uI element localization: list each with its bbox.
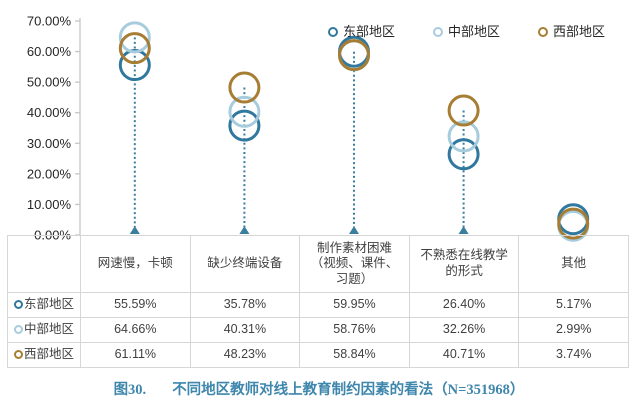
table-corner-cell [7,235,81,293]
row-header-label: 东部地区 [23,297,74,312]
figure-title: 不同地区教师对线上教育制约因素的看法（N=351968） [172,382,525,398]
data-point-circle-中部地区 [118,21,151,54]
value-cell: 58.76% [299,317,410,343]
value-cell: 61.11% [80,342,191,368]
column-header: 制作素材困难 （视频、课件、 习题） [299,235,410,293]
legend-item-西部地区[interactable]: 西部地区 [538,25,605,38]
dropline-arrow-icon [349,226,359,234]
data-point-circle-中部地区 [447,120,480,153]
legend-marker-icon [433,26,444,37]
legend-label: 中部地区 [448,24,501,39]
data-point-circle-西部地区 [228,71,261,104]
value-cell: 40.31% [189,317,301,343]
legend-label: 东部地区 [343,24,396,39]
column-header: 缺少终端设备 [189,235,301,293]
row-header: 西部地区 [7,342,81,368]
value-cell: 32.26% [408,317,520,343]
data-point-circle-西部地区 [338,39,370,72]
data-point-circle-西部地区 [447,94,480,127]
legend-label: 西部地区 [553,24,606,39]
value-cell: 3.74% [518,342,629,368]
data-point-circle-西部地区 [118,32,151,65]
y-tick-label: 70.00% [27,14,72,29]
value-cell: 40.71% [408,342,520,368]
y-tick-label: 30.00% [27,136,72,151]
row-header-label: 西部地区 [23,347,74,362]
data-point-circle-中部地区 [228,95,261,128]
value-cell: 2.99% [518,317,629,343]
row-header-label: 中部地区 [23,322,74,337]
legend-item-中部地区[interactable]: 中部地区 [433,25,500,38]
column-header: 不熟悉在线教学 的形式 [408,235,520,293]
table-header-row: 网速慢，卡顿 缺少终端设备 制作素材困难 （视频、课件、 习题） 不熟悉在线教学 的形… [7,235,629,293]
series-marker-icon [13,300,23,310]
dropline-arrow-icon [239,226,250,234]
series-marker-icon [13,325,23,335]
value-cell: 55.59% [80,292,191,318]
dropline-arrow-icon [129,226,140,234]
data-point-circle-东部地区 [228,109,261,142]
row-header: 东部地区 [7,292,81,318]
value-cell: 5.17% [518,292,629,318]
y-tick-label: 10.00% [27,197,72,212]
column-header: 网速慢，卡顿 [80,235,191,293]
table-row: 东部地区 55.59% 35.78% 59.95% 26.40% 5.17% [7,292,629,318]
row-header: 中部地区 [7,317,81,343]
legend-item-东部地区[interactable]: 东部地区 [328,25,395,38]
value-cell: 64.66% [80,317,191,343]
data-table: 网速慢，卡顿 缺少终端设备 制作素材困难 （视频、课件、 习题） 不熟悉在线教学 的形… [7,235,629,368]
value-cell: 48.23% [189,342,301,368]
y-tick-label: 60.00% [27,44,72,59]
chart-legend: 东部地区 中部地区 西部地区 [328,25,605,38]
legend-marker-icon [328,26,338,37]
value-cell: 58.84% [299,342,410,368]
value-cell: 35.78% [189,292,301,318]
figure-caption: 图30. 不同地区教师对线上教育制约因素的看法（N=351968） [0,378,638,399]
dropline-arrow-icon [458,226,469,234]
y-tick-label: 40.00% [27,105,72,120]
series-marker-icon [13,350,23,360]
chart-plot-area: 0.00%10.00%20.00%30.00%40.00%50.00%60.00… [27,14,590,243]
y-tick-label: 20.00% [27,166,72,181]
y-tick-label: 50.00% [27,75,72,90]
table-row: 西部地区 61.11% 48.23% 58.84% 40.71% 3.74% [7,342,629,368]
legend-marker-icon [538,26,549,37]
table-row: 中部地区 64.66% 40.31% 58.76% 32.26% 2.99% [7,317,629,343]
figure-number: 图30. [113,382,147,398]
value-cell: 26.40% [408,292,520,318]
column-header: 其他 [518,235,629,293]
data-point-circle-东部地区 [447,138,480,171]
value-cell: 59.95% [299,292,410,318]
